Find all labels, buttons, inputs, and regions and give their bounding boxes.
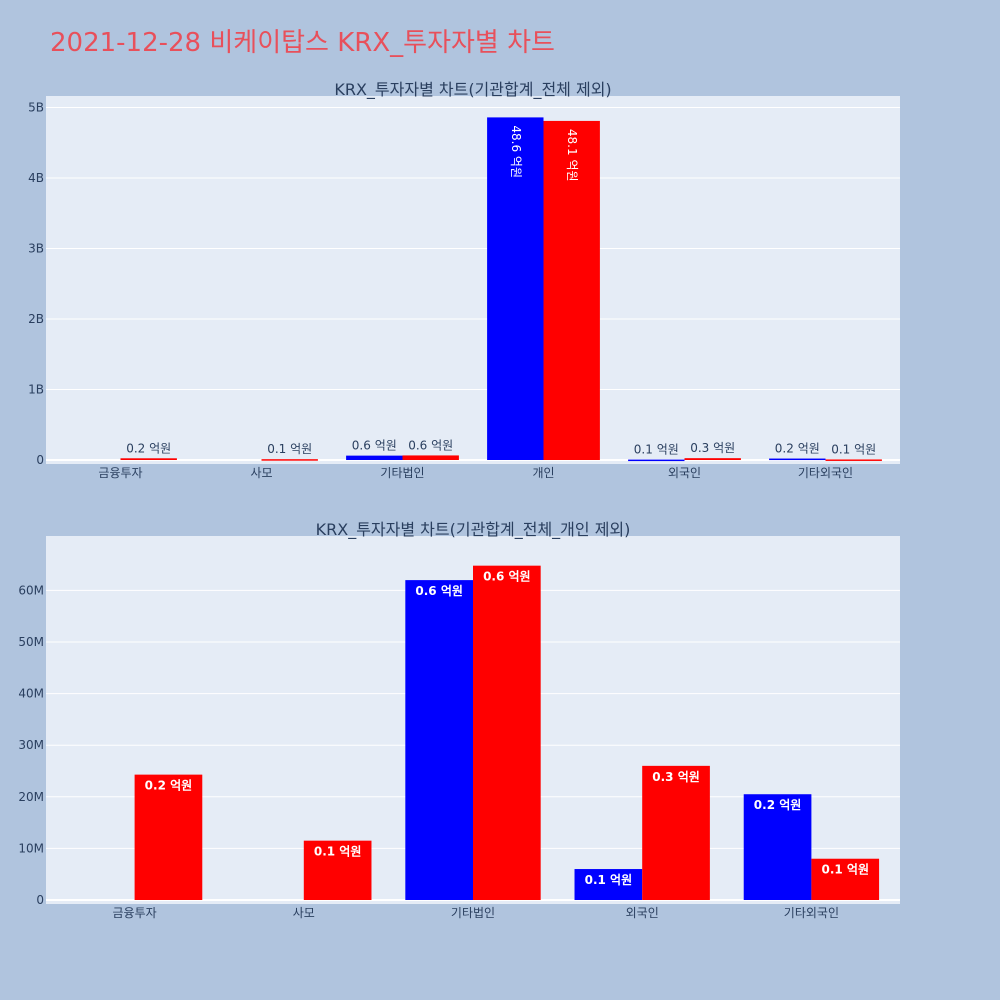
y-tick-label: 5B [28, 101, 44, 115]
chart-excluding-institutions-and-individuals: KRX_투자자별 차트(기관합계_전체_개인 제외) 0 10M 20M 30M 40M… [18, 520, 900, 920]
x-tick-label: 개인 [532, 466, 554, 480]
x-tick-label: 금융투자 [98, 466, 142, 480]
data-label: 0.2 억원 [126, 441, 171, 455]
data-label: 0.1 억원 [585, 873, 633, 887]
x-tick-label: 기타외국인 [798, 466, 853, 480]
bar [628, 459, 685, 462]
bar [473, 565, 541, 900]
bar [487, 117, 544, 461]
x-tick-label: 기타법인 [380, 466, 424, 480]
page-title: 2021-12-28 비케이탑스 KRX_투자자별 차트 [50, 28, 555, 58]
bar [405, 580, 473, 900]
bar [574, 869, 643, 900]
data-label: 0.1 억원 [267, 442, 312, 456]
y-tick-label: 10M [18, 841, 44, 855]
data-label: 0.6 억원 [408, 438, 453, 452]
bar [769, 458, 826, 461]
x-tick-label: 사모 [250, 466, 272, 480]
y-tick-label: 4B [28, 171, 44, 185]
bar [120, 458, 177, 460]
data-label: 0.6 억원 [483, 570, 531, 584]
bar [825, 459, 882, 461]
y-tick-label: 3B [28, 242, 44, 256]
data-label: 0.1 억원 [831, 442, 876, 456]
bar [642, 765, 710, 900]
data-label: 0.6 억원 [415, 584, 463, 598]
data-label: 48.6 억원 [509, 125, 523, 178]
bar [811, 858, 880, 900]
bar [303, 840, 372, 900]
x-tick-label: 외국인 [668, 466, 701, 480]
y-tick-label: 50M [18, 635, 44, 649]
chart-excluding-institutions: KRX_투자자별 차트(기관합계_전체 제외) 0 1B 2B 3B 4B 5B 금융투자 0… [28, 80, 900, 480]
bar [543, 120, 600, 460]
x-tick-label: 사모 [293, 906, 315, 920]
y-tick-label: 20M [18, 790, 44, 804]
x-tick-label: 기타외국인 [784, 906, 839, 920]
data-label: 48.1 억원 [565, 129, 579, 182]
data-label: 0.1 억원 [634, 443, 679, 457]
x-tick-label: 금융투자 [113, 906, 157, 920]
bar [743, 794, 812, 900]
y-tick-label: 30M [18, 738, 44, 752]
data-label: 0.2 억원 [754, 798, 802, 812]
data-label: 0.6 억원 [352, 439, 397, 453]
x-tick-label: 기타법인 [451, 906, 495, 920]
data-label: 0.1 억원 [314, 845, 362, 859]
chart-title: KRX_투자자별 차트(기관합계_전체 제외) [334, 80, 611, 100]
y-tick-label: 2B [28, 312, 44, 326]
data-label: 0.1 억원 [821, 863, 869, 877]
x-tick-label: 외국인 [626, 906, 659, 920]
bar [402, 455, 459, 460]
chart-title: KRX_투자자별 차트(기관합계_전체_개인 제외) [316, 520, 631, 540]
y-tick-label: 1B [28, 383, 44, 397]
data-label: 0.3 억원 [690, 441, 735, 455]
data-label: 0.2 억원 [775, 442, 820, 456]
bar [684, 458, 741, 460]
plot-area [46, 96, 900, 464]
bar [261, 459, 318, 461]
data-label: 0.2 억원 [145, 779, 193, 793]
data-label: 0.3 억원 [652, 770, 700, 784]
bar [346, 455, 403, 460]
bar [134, 774, 203, 900]
y-tick-label: 0 [36, 453, 44, 467]
y-tick-label: 40M [18, 687, 44, 701]
y-tick-label: 60M [18, 583, 44, 597]
y-tick-label: 0 [36, 893, 44, 907]
